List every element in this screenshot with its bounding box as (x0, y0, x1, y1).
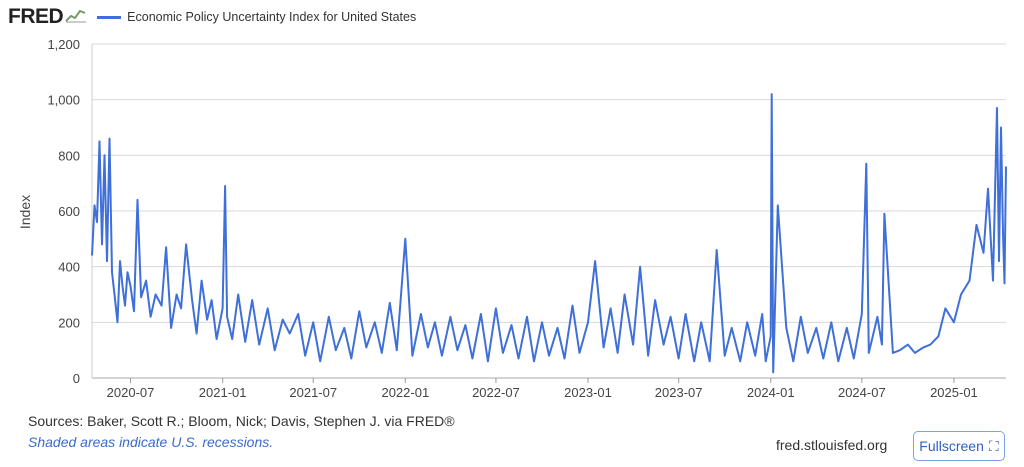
legend-label: Economic Policy Uncertainty Index for Un… (127, 10, 417, 24)
x-tick-label: 2021-01 (199, 385, 247, 400)
y-tick-label: 600 (58, 204, 80, 219)
x-tick-label: 2025-01 (930, 385, 978, 400)
expand-icon: ⛶ (988, 437, 999, 454)
fred-logo[interactable]: FRED (8, 5, 64, 28)
series-layer (91, 93, 1007, 374)
y-axis-label: Index (17, 195, 33, 229)
graph-line-icon (65, 7, 87, 28)
legend-swatch (97, 15, 122, 19)
x-tick-label: 2024-07 (838, 385, 886, 400)
fred-url[interactable]: fred.stlouisfed.org (776, 437, 888, 453)
y-tick-label: 200 (58, 315, 80, 330)
x-tick-label: 2023-01 (564, 385, 612, 400)
y-tick-label: 0 (73, 371, 80, 386)
recession-note[interactable]: Shaded areas indicate U.S. recessions. (28, 434, 274, 450)
y-tick-label: 400 (58, 260, 80, 275)
x-tick-label: 2021-07 (289, 385, 337, 400)
x-tick-label: 2022-07 (472, 385, 520, 400)
x-tick-label: 2022-01 (381, 385, 429, 400)
y-tick-label: 1,000 (47, 93, 80, 108)
x-tick-label: 2024-01 (747, 385, 795, 400)
fullscreen-button[interactable]: Fullscreen ⛶ (913, 431, 1005, 461)
fullscreen-label: Fullscreen (919, 438, 984, 454)
x-tick-label: 2023-07 (655, 385, 703, 400)
y-tick-label: 1,200 (47, 37, 80, 52)
series-line (91, 93, 1007, 374)
x-tick-label: 2020-07 (107, 385, 155, 400)
sources-text: Sources: Baker, Scott R.; Bloom, Nick; D… (28, 413, 455, 429)
y-axis-ticks: 0 200 400 600 800 1,000 1,200 (47, 37, 80, 386)
gridlines (91, 43, 1006, 379)
x-axis-ticks: 2020-07 2021-01 2021-07 2022-01 2022-07 2023-… (107, 378, 978, 400)
y-tick-label: 800 (58, 148, 80, 163)
legend: Economic Policy Uncertainty Index for Un… (97, 10, 416, 24)
chart-header: FRED Economic Policy Uncertainty Index f… (8, 4, 416, 30)
